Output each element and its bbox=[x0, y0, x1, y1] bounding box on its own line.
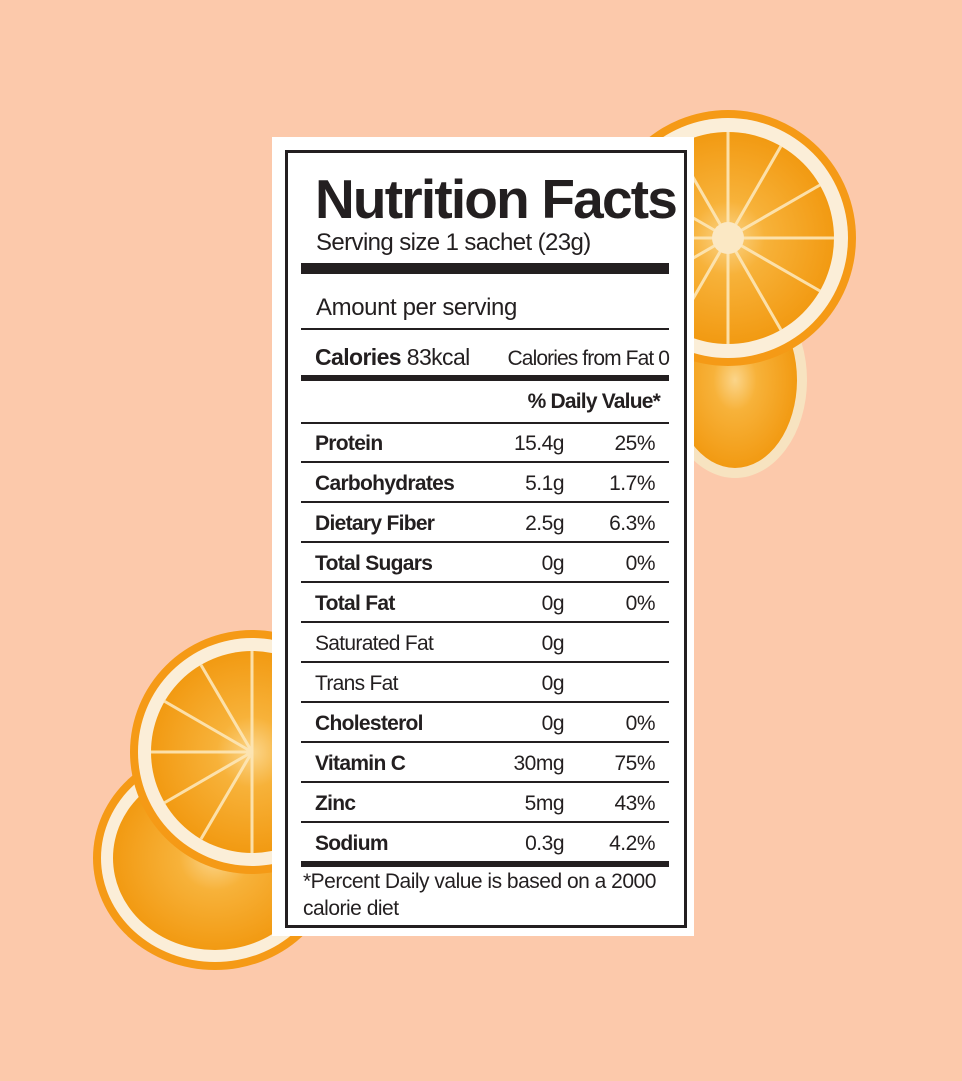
nutrient-daily-value: 75% bbox=[614, 752, 655, 775]
table-row: Trans Fat 0g bbox=[301, 663, 669, 703]
nutrient-name: Dietary Fiber bbox=[315, 512, 435, 535]
nutrient-name: Carbohydrates bbox=[315, 472, 455, 495]
nutrient-daily-value: 25% bbox=[614, 432, 655, 455]
nutrient-amount: 0.3g bbox=[525, 832, 564, 855]
nutrient-name: Sodium bbox=[315, 832, 388, 855]
nutrient-amount: 2.5g bbox=[525, 512, 564, 535]
calories-value: 83kcal bbox=[406, 344, 470, 370]
calories-label: Calories bbox=[315, 344, 402, 370]
calories-from-fat: Calories from Fat 0 bbox=[507, 347, 670, 370]
table-row: Cholesterol 0g 0% bbox=[301, 703, 669, 743]
table-row: Saturated Fat 0g bbox=[301, 623, 669, 663]
serving-size: Serving size 1 sachet (23g) bbox=[316, 229, 591, 256]
table-row: Vitamin C 30mg 75% bbox=[301, 743, 669, 783]
nutrient-table: Protein 15.4g 25% Carbohydrates 5.1g 1.7% Diet… bbox=[301, 423, 669, 863]
divider-thin bbox=[301, 328, 669, 330]
divider-medium bbox=[301, 375, 669, 381]
divider-thin bbox=[301, 422, 669, 424]
amount-per-serving: Amount per serving bbox=[316, 294, 517, 321]
table-row: Sodium 0.3g 4.2% bbox=[301, 823, 669, 863]
nutrition-facts-label: Nutrition Facts Serving size 1 sachet (2… bbox=[272, 137, 694, 936]
nutrient-daily-value: 0% bbox=[625, 552, 656, 575]
nutrient-daily-value: 1.7% bbox=[609, 472, 655, 495]
nutrient-amount: 0g bbox=[541, 632, 565, 655]
nutrient-amount: 5.1g bbox=[525, 472, 564, 495]
nutrient-name: Trans Fat bbox=[315, 672, 398, 695]
nutrient-daily-value: 0% bbox=[625, 712, 656, 735]
label-content: Nutrition Facts Serving size 1 sachet (2… bbox=[301, 153, 678, 925]
table-row: Protein 15.4g 25% bbox=[301, 423, 669, 463]
table-row: Total Sugars 0g 0% bbox=[301, 543, 669, 583]
divider-medium bbox=[301, 861, 669, 867]
table-row: Total Fat 0g 0% bbox=[301, 583, 669, 623]
nutrient-daily-value: 43% bbox=[614, 792, 655, 815]
daily-value-header: % Daily Value* bbox=[527, 390, 661, 413]
nutrient-amount: 0g bbox=[541, 552, 565, 575]
table-row: Dietary Fiber 2.5g 6.3% bbox=[301, 503, 669, 543]
nutrient-daily-value: 4.2% bbox=[609, 832, 655, 855]
label-title: Nutrition Facts bbox=[315, 168, 678, 230]
table-row: Carbohydrates 5.1g 1.7% bbox=[301, 463, 669, 503]
nutrient-amount: 15.4g bbox=[513, 432, 565, 455]
nutrient-name: Saturated Fat bbox=[315, 632, 434, 655]
nutrient-amount: 0g bbox=[541, 672, 565, 695]
nutrient-name: Total Sugars bbox=[315, 552, 433, 575]
nutrient-amount: 5mg bbox=[524, 792, 565, 815]
footnote: *Percent Daily value is based on a 2000 … bbox=[303, 870, 656, 920]
nutrient-daily-value: 0% bbox=[625, 592, 656, 615]
nutrient-amount: 0g bbox=[541, 712, 565, 735]
calories: Calories 83kcal bbox=[315, 344, 470, 371]
nutrient-amount: 0g bbox=[541, 592, 565, 615]
nutrient-name: Protein bbox=[315, 432, 383, 455]
nutrient-daily-value: 6.3% bbox=[609, 512, 655, 535]
nutrient-name: Vitamin C bbox=[315, 752, 406, 775]
calories-row: Calories 83kcal Calories from Fat 0 bbox=[315, 344, 670, 374]
divider-thick bbox=[301, 263, 669, 274]
nutrient-name: Total Fat bbox=[315, 592, 395, 615]
nutrient-name: Zinc bbox=[315, 792, 356, 815]
nutrient-amount: 30mg bbox=[513, 752, 564, 775]
label-border: Nutrition Facts Serving size 1 sachet (2… bbox=[285, 150, 687, 928]
nutrient-name: Cholesterol bbox=[315, 712, 424, 735]
table-row: Zinc 5mg 43% bbox=[301, 783, 669, 823]
